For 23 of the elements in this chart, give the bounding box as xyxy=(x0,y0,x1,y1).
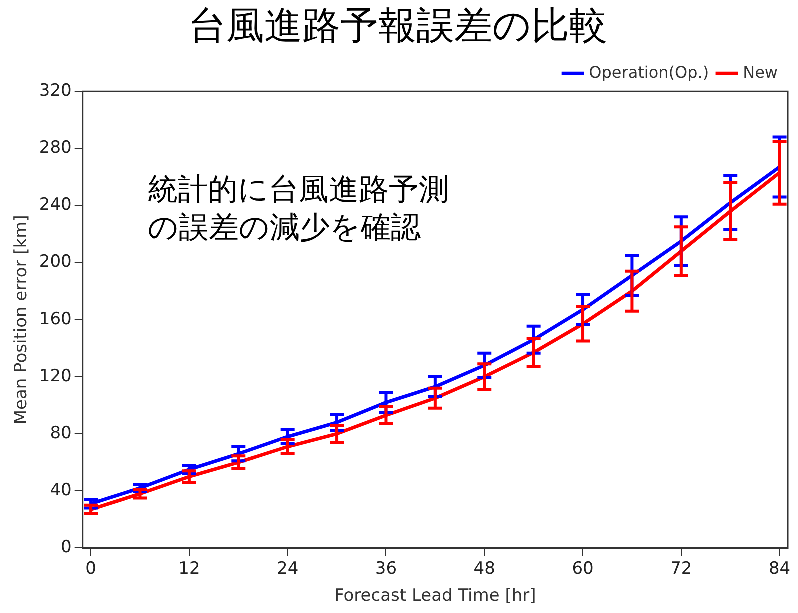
y-tick-label: 240 xyxy=(39,195,72,216)
y-tick-label: 200 xyxy=(39,252,72,272)
x-tick-label: 72 xyxy=(670,558,692,579)
annotation: 統計的に台風進路予測の誤差の減少を確認 xyxy=(148,172,449,246)
x-tick-label: 48 xyxy=(474,558,496,579)
x-tick-label: 24 xyxy=(277,558,299,579)
y-tick-label: 80 xyxy=(50,423,72,444)
chart-title: 台風進路予報誤差の比較 xyxy=(188,4,608,48)
x-tick-label: 12 xyxy=(178,558,200,579)
x-tick-label: 84 xyxy=(768,558,791,579)
y-tick-label: 120 xyxy=(39,366,72,386)
x-axis-title: Forecast Lead Time [hr] xyxy=(334,586,536,606)
legend-label: New xyxy=(743,62,778,82)
y-tick-label: 40 xyxy=(50,480,72,501)
legend-label: Operation(Op.) xyxy=(589,62,710,82)
y-tick-label: 280 xyxy=(39,138,72,158)
x-tick-label: 60 xyxy=(572,558,594,579)
y-tick-label: 320 xyxy=(39,81,72,102)
x-tick-label: 0 xyxy=(86,558,96,579)
y-tick-label: 160 xyxy=(39,309,72,330)
y-axis-title: Mean Position error [km] xyxy=(12,215,32,425)
x-tick-label: 36 xyxy=(375,558,398,579)
y-tick-label: 0 xyxy=(61,538,72,558)
